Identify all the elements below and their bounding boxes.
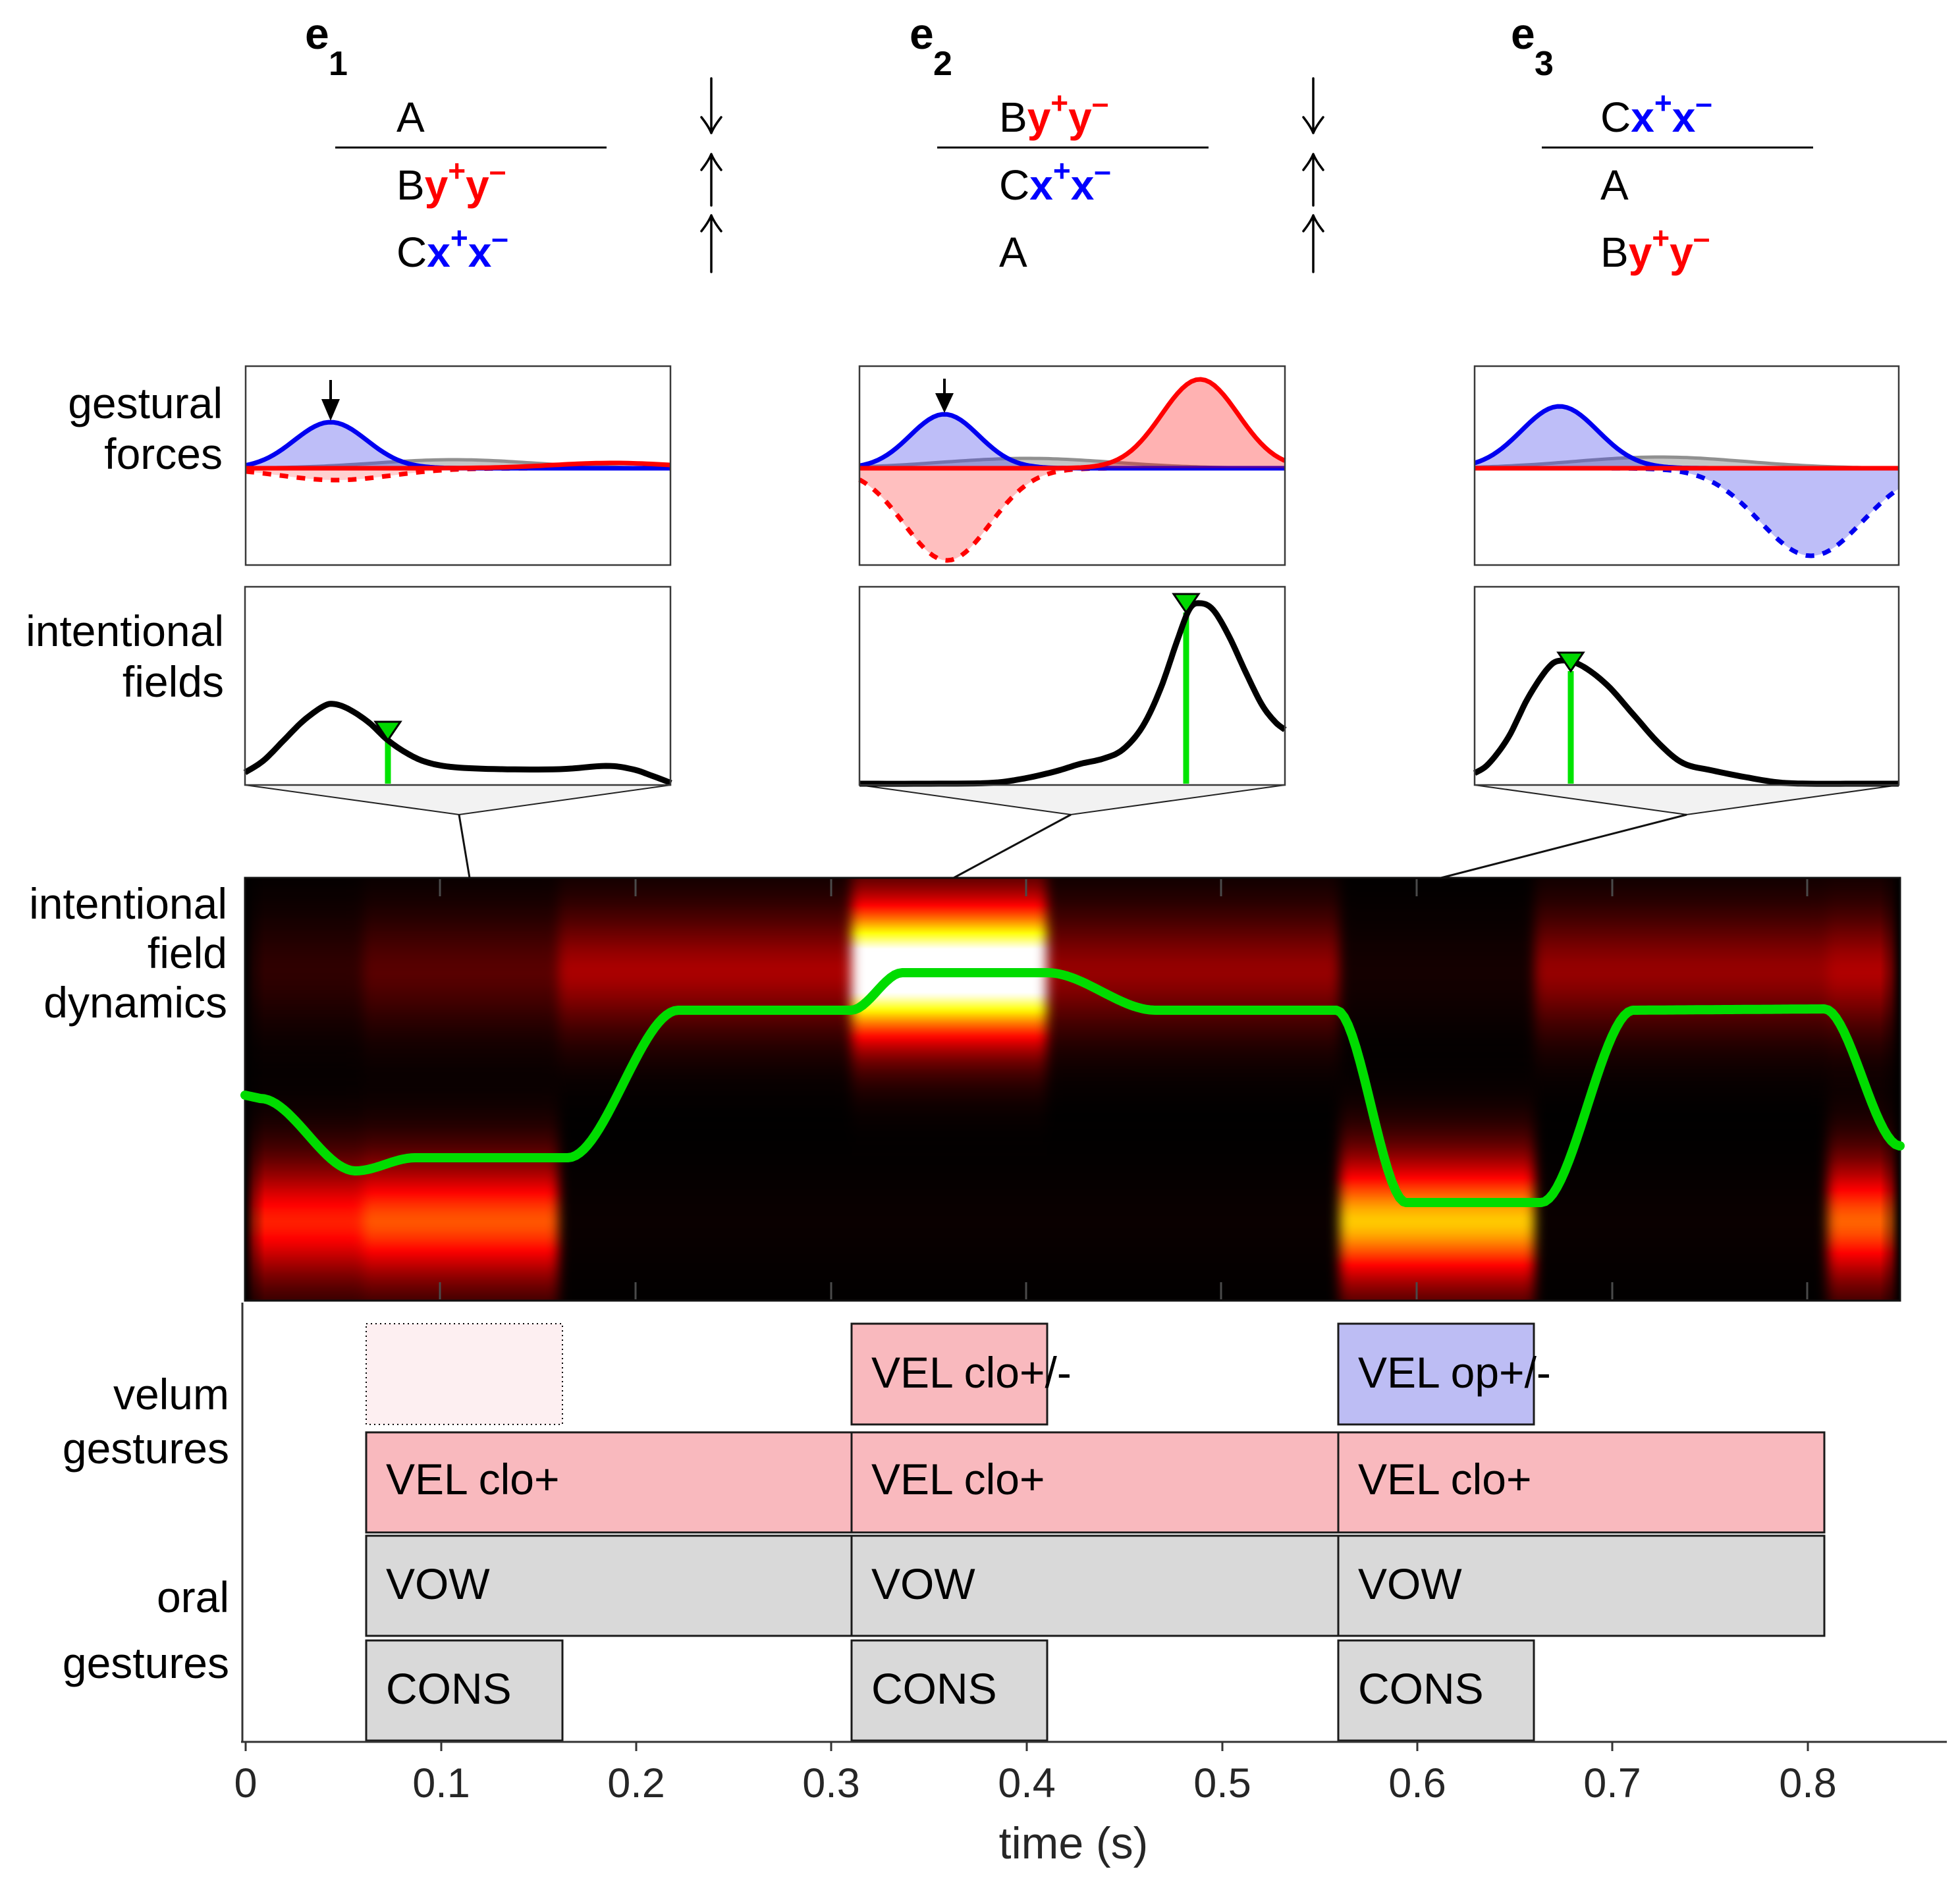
svg-text:oral: oral — [157, 1573, 229, 1621]
svg-text:VOW: VOW — [1358, 1559, 1462, 1608]
svg-text:0.1: 0.1 — [412, 1760, 470, 1806]
svg-text:0.8: 0.8 — [1779, 1760, 1837, 1806]
svg-text:0.5: 0.5 — [1193, 1760, 1251, 1806]
svg-text:VEL clo+: VEL clo+ — [386, 1455, 560, 1503]
svg-text:0: 0 — [234, 1760, 257, 1806]
svg-text:1: 1 — [329, 45, 348, 83]
svg-text:0.4: 0.4 — [998, 1760, 1056, 1806]
svg-text:A: A — [999, 229, 1027, 276]
svg-text:VEL clo+: VEL clo+ — [871, 1455, 1045, 1503]
svg-text:intentional: intentional — [29, 879, 227, 928]
svg-text:Cx+x–: Cx+x– — [1600, 86, 1712, 141]
svg-text:VOW: VOW — [386, 1559, 490, 1608]
svg-text:e: e — [305, 9, 329, 58]
svg-text:gestures: gestures — [63, 1638, 229, 1687]
svg-text:field: field — [148, 929, 227, 977]
svg-text:gestures: gestures — [63, 1424, 229, 1473]
svg-text:e: e — [910, 9, 934, 58]
svg-text:0.6: 0.6 — [1388, 1760, 1446, 1806]
svg-text:e: e — [1511, 9, 1535, 58]
svg-text:forces: forces — [104, 429, 223, 478]
svg-text:gestural: gestural — [68, 379, 223, 427]
svg-text:VEL op+/-: VEL op+/- — [1358, 1348, 1551, 1397]
svg-text:dynamics: dynamics — [43, 978, 227, 1027]
svg-text:CONS: CONS — [1358, 1664, 1484, 1713]
svg-text:VEL clo+: VEL clo+ — [1358, 1455, 1532, 1503]
svg-text:velum: velum — [113, 1370, 229, 1419]
svg-text:By+y–: By+y– — [999, 86, 1108, 141]
svg-text:VEL clo+/-: VEL clo+/- — [871, 1348, 1072, 1397]
svg-text:0.7: 0.7 — [1583, 1760, 1641, 1806]
svg-text:0.2: 0.2 — [607, 1760, 665, 1806]
svg-text:0.3: 0.3 — [802, 1760, 860, 1806]
svg-text:By+y–: By+y– — [396, 153, 506, 209]
svg-text:intentional: intentional — [26, 607, 224, 655]
svg-text:By+y–: By+y– — [1600, 221, 1710, 276]
svg-text:Cx+x–: Cx+x– — [396, 221, 508, 276]
svg-text:time (s): time (s) — [999, 1818, 1149, 1868]
svg-text:2: 2 — [933, 45, 952, 83]
svg-text:CONS: CONS — [386, 1664, 512, 1713]
svg-text:Cx+x–: Cx+x– — [999, 153, 1111, 209]
svg-text:fields: fields — [122, 657, 224, 706]
svg-text:A: A — [396, 94, 425, 141]
svg-text:3: 3 — [1535, 45, 1554, 83]
svg-text:A: A — [1600, 161, 1629, 209]
svg-text:VOW: VOW — [871, 1559, 975, 1608]
svg-text:CONS: CONS — [871, 1664, 997, 1713]
